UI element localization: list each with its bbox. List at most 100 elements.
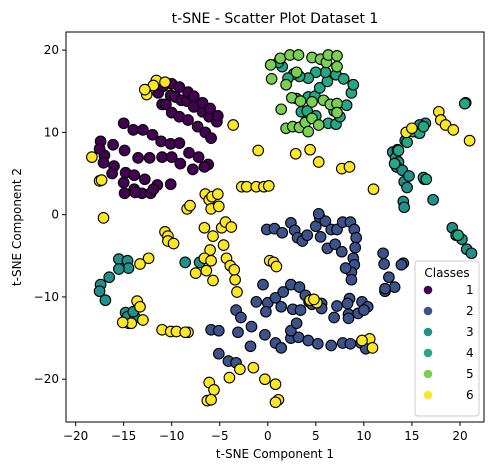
data-point <box>211 188 224 200</box>
legend-box <box>414 260 480 417</box>
data-point <box>452 229 464 242</box>
data-point <box>350 231 363 244</box>
data-point <box>204 102 216 115</box>
data-point <box>312 119 325 131</box>
data-point <box>208 384 220 396</box>
data-point <box>211 110 224 122</box>
data-point <box>183 147 195 159</box>
data-point <box>138 83 151 96</box>
legend-marker <box>423 327 433 337</box>
data-point <box>378 258 390 270</box>
data-point <box>234 363 246 376</box>
data-point <box>309 66 322 79</box>
data-point <box>343 161 356 173</box>
y-axis: −20 −10 0 10 20 <box>34 43 66 386</box>
x-tick-label: −15 <box>111 429 136 443</box>
data-point <box>319 215 332 228</box>
x-axis: −20 −15 −10 −5 0 5 10 15 20 <box>63 422 468 443</box>
data-point <box>122 262 135 274</box>
data-point <box>276 226 289 239</box>
data-point <box>217 239 230 251</box>
legend-marker <box>423 306 433 316</box>
points-layer <box>86 49 478 409</box>
x-tick-label: 5 <box>312 429 320 443</box>
data-point <box>312 207 325 220</box>
data-point <box>277 286 290 298</box>
data-point <box>173 81 186 93</box>
data-point <box>137 124 149 136</box>
data-point <box>275 300 288 313</box>
data-point <box>182 114 194 126</box>
legend-label: 3 <box>466 325 474 339</box>
data-point <box>137 314 149 326</box>
data-point <box>232 326 244 339</box>
data-point <box>388 157 401 170</box>
data-point <box>259 373 271 386</box>
data-point <box>207 230 219 242</box>
data-point <box>223 371 236 384</box>
data-point <box>392 144 405 157</box>
series-4 <box>272 56 472 242</box>
data-point <box>401 181 413 194</box>
data-point <box>160 98 172 111</box>
data-point <box>270 260 283 273</box>
data-point <box>107 138 119 151</box>
data-point <box>198 161 211 173</box>
data-point <box>401 136 413 149</box>
data-point <box>356 334 368 347</box>
data-point <box>275 342 288 354</box>
data-point <box>184 199 196 212</box>
data-point <box>349 241 362 254</box>
series-1 <box>93 77 224 200</box>
data-point <box>329 238 341 251</box>
data-point <box>229 273 241 286</box>
data-point <box>257 278 269 291</box>
legend-marker <box>423 390 433 400</box>
data-point <box>156 151 168 163</box>
data-point <box>367 183 380 196</box>
data-point <box>420 173 433 186</box>
legend-label: 5 <box>466 367 474 381</box>
data-point <box>302 125 315 138</box>
data-point <box>366 342 379 354</box>
data-point <box>265 73 278 85</box>
data-point <box>127 124 140 136</box>
data-point <box>301 229 314 242</box>
data-point <box>93 285 106 298</box>
data-point <box>252 144 265 157</box>
data-point <box>95 174 108 186</box>
data-point <box>99 294 112 307</box>
legend: Classes 1 2 3 4 5 6 <box>414 260 480 417</box>
data-point <box>264 59 277 71</box>
data-point <box>225 221 238 233</box>
data-point <box>260 305 272 318</box>
data-point <box>331 300 343 312</box>
data-point <box>311 337 324 350</box>
x-tick-label: 20 <box>452 429 467 443</box>
data-point <box>262 180 275 192</box>
data-point <box>138 173 151 186</box>
data-point <box>117 117 130 130</box>
data-point <box>129 186 142 199</box>
data-point <box>269 396 282 409</box>
chart-title: t-SNE - Scatter Plot Dataset 1 <box>172 11 379 27</box>
data-point <box>118 187 131 200</box>
data-point <box>259 328 271 341</box>
data-point <box>207 274 219 287</box>
data-point <box>250 296 263 308</box>
series-5 <box>264 49 343 138</box>
data-point <box>192 151 205 163</box>
data-point <box>128 169 141 182</box>
data-point <box>341 297 354 310</box>
data-point <box>146 128 159 141</box>
data-point <box>463 134 476 147</box>
legend-label: 1 <box>466 283 474 297</box>
data-point <box>147 183 160 196</box>
data-point <box>227 119 240 131</box>
data-point <box>174 157 187 170</box>
data-point <box>240 180 253 193</box>
data-point <box>113 263 125 275</box>
data-point <box>395 258 408 271</box>
data-point <box>117 176 130 189</box>
